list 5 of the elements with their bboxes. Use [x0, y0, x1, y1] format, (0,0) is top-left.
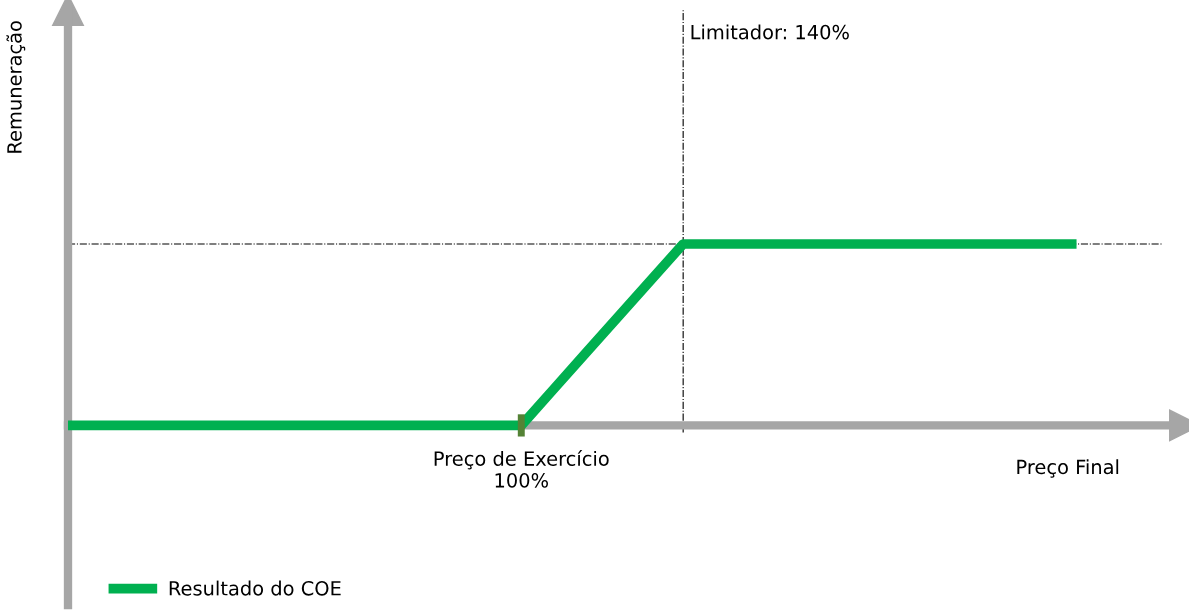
y-axis-title: Remuneração	[6, 21, 26, 153]
text: Preço de Exercício 100%	[434, 450, 609, 488]
text: Limitador: 140%	[691, 24, 849, 40]
legend-label: Resultado do COE	[169, 580, 341, 596]
x-axis-title: Preço Final	[1017, 459, 1119, 478]
